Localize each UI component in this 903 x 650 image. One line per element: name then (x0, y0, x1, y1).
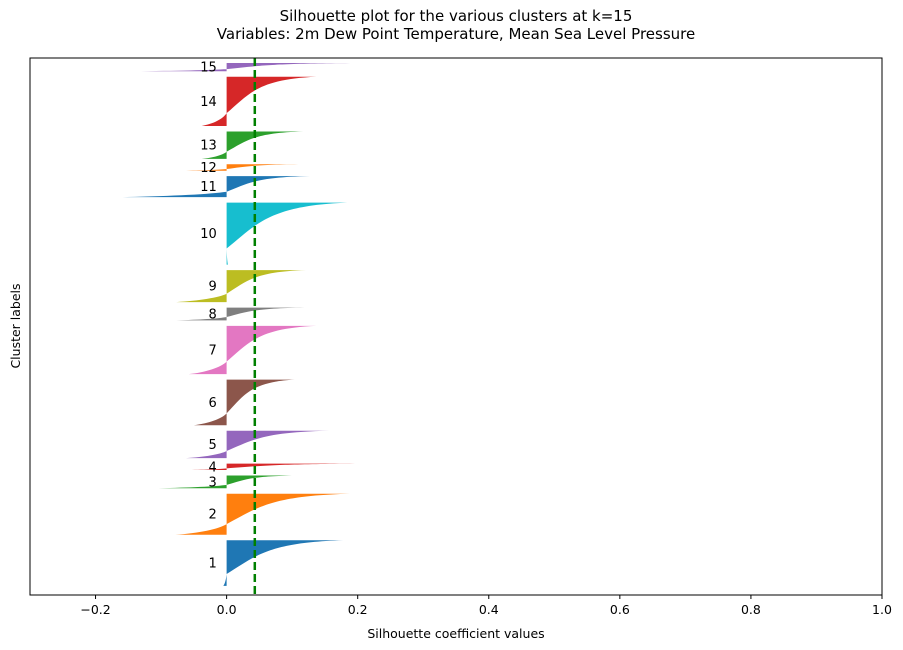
x-axis-ticks: −0.2 0.0 0.2 0.4 0.6 0.8 1.0 (80, 595, 892, 617)
cluster-label-5: 5 (209, 438, 217, 453)
chart-subtitle: Variables: 2m Dew Point Temperature, Mea… (217, 25, 695, 43)
x-tick-label: 1.0 (872, 602, 892, 617)
cluster-label-7: 7 (209, 343, 217, 358)
silhouette-cluster-1 (223, 540, 344, 586)
cluster-label-2: 2 (209, 508, 217, 523)
cluster-label-14: 14 (200, 95, 217, 110)
cluster-silhouettes (117, 63, 367, 586)
x-tick-label: 0.6 (610, 602, 630, 617)
cluster-label-3: 3 (209, 475, 217, 490)
cluster-label-11: 11 (200, 180, 217, 195)
silhouette-cluster-13 (201, 131, 304, 159)
cluster-label-4: 4 (209, 460, 217, 475)
silhouette-cluster-10 (226, 202, 348, 265)
silhouette-cluster-2 (175, 493, 350, 535)
silhouette-cluster-8 (176, 307, 305, 321)
silhouette-cluster-9 (176, 270, 306, 303)
chart-title: Silhouette plot for the various clusters… (280, 7, 633, 25)
cluster-label-10: 10 (200, 227, 217, 242)
silhouette-cluster-12 (185, 164, 303, 171)
cluster-label-13: 13 (200, 139, 217, 154)
silhouette-cluster-7 (188, 325, 317, 375)
silhouette-cluster-15 (132, 63, 356, 72)
cluster-label-1: 1 (209, 557, 217, 572)
cluster-label-12: 12 (200, 161, 217, 176)
x-axis-label: Silhouette coefficient values (367, 626, 544, 641)
silhouette-cluster-4 (188, 463, 367, 470)
silhouette-cluster-5 (185, 430, 330, 459)
y-axis-label: Cluster labels (8, 283, 23, 368)
silhouette-cluster-3 (158, 475, 296, 489)
cluster-label-8: 8 (209, 307, 217, 322)
silhouette-cluster-6 (193, 379, 295, 426)
cluster-label-15: 15 (200, 61, 217, 76)
cluster-label-9: 9 (209, 280, 217, 295)
silhouette-cluster-14 (201, 76, 317, 126)
plot-frame (29, 57, 883, 596)
x-tick-label: 0.0 (217, 602, 237, 617)
x-tick-label: 0.8 (741, 602, 761, 617)
cluster-label-6: 6 (209, 396, 217, 411)
x-tick-label: 0.2 (348, 602, 368, 617)
x-tick-label: −0.2 (80, 602, 110, 617)
x-tick-label: 0.4 (479, 602, 499, 617)
